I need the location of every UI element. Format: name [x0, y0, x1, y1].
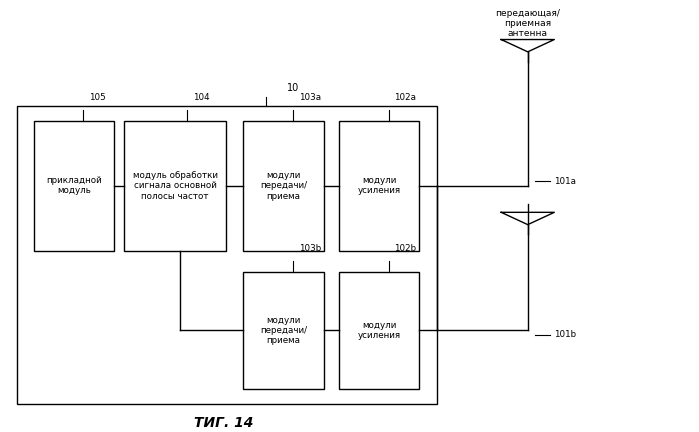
Text: 101b: 101b: [554, 330, 576, 339]
Text: модули
усиления: модули усиления: [358, 321, 401, 340]
Bar: [243, 272, 324, 389]
Text: 102a: 102a: [394, 92, 417, 102]
Text: 103b: 103b: [298, 244, 321, 253]
Bar: [34, 121, 114, 251]
Text: 102b: 102b: [394, 244, 417, 253]
Bar: [243, 121, 324, 251]
Text: прикладной
модуль: прикладной модуль: [46, 176, 101, 195]
Text: 103a: 103a: [298, 92, 321, 102]
Text: 101a: 101a: [554, 177, 575, 186]
Bar: [124, 121, 226, 251]
Text: 10: 10: [287, 83, 299, 93]
Text: 104: 104: [193, 92, 210, 102]
Bar: [339, 121, 419, 251]
Text: передающая/
приемная
антенна: передающая/ приемная антенна: [496, 9, 560, 38]
Bar: [339, 272, 419, 389]
Text: модули
передачи/
приема: модули передачи/ приема: [260, 316, 307, 345]
Text: 105: 105: [89, 92, 106, 102]
Text: модули
передачи/
приема: модули передачи/ приема: [260, 171, 307, 200]
Text: модуль обработки
сигнала основной
полосы частот: модуль обработки сигнала основной полосы…: [133, 171, 217, 200]
Text: ΤИГ. 14: ΤИГ. 14: [194, 416, 253, 430]
Text: модули
усиления: модули усиления: [358, 176, 401, 195]
Bar: [17, 106, 437, 404]
